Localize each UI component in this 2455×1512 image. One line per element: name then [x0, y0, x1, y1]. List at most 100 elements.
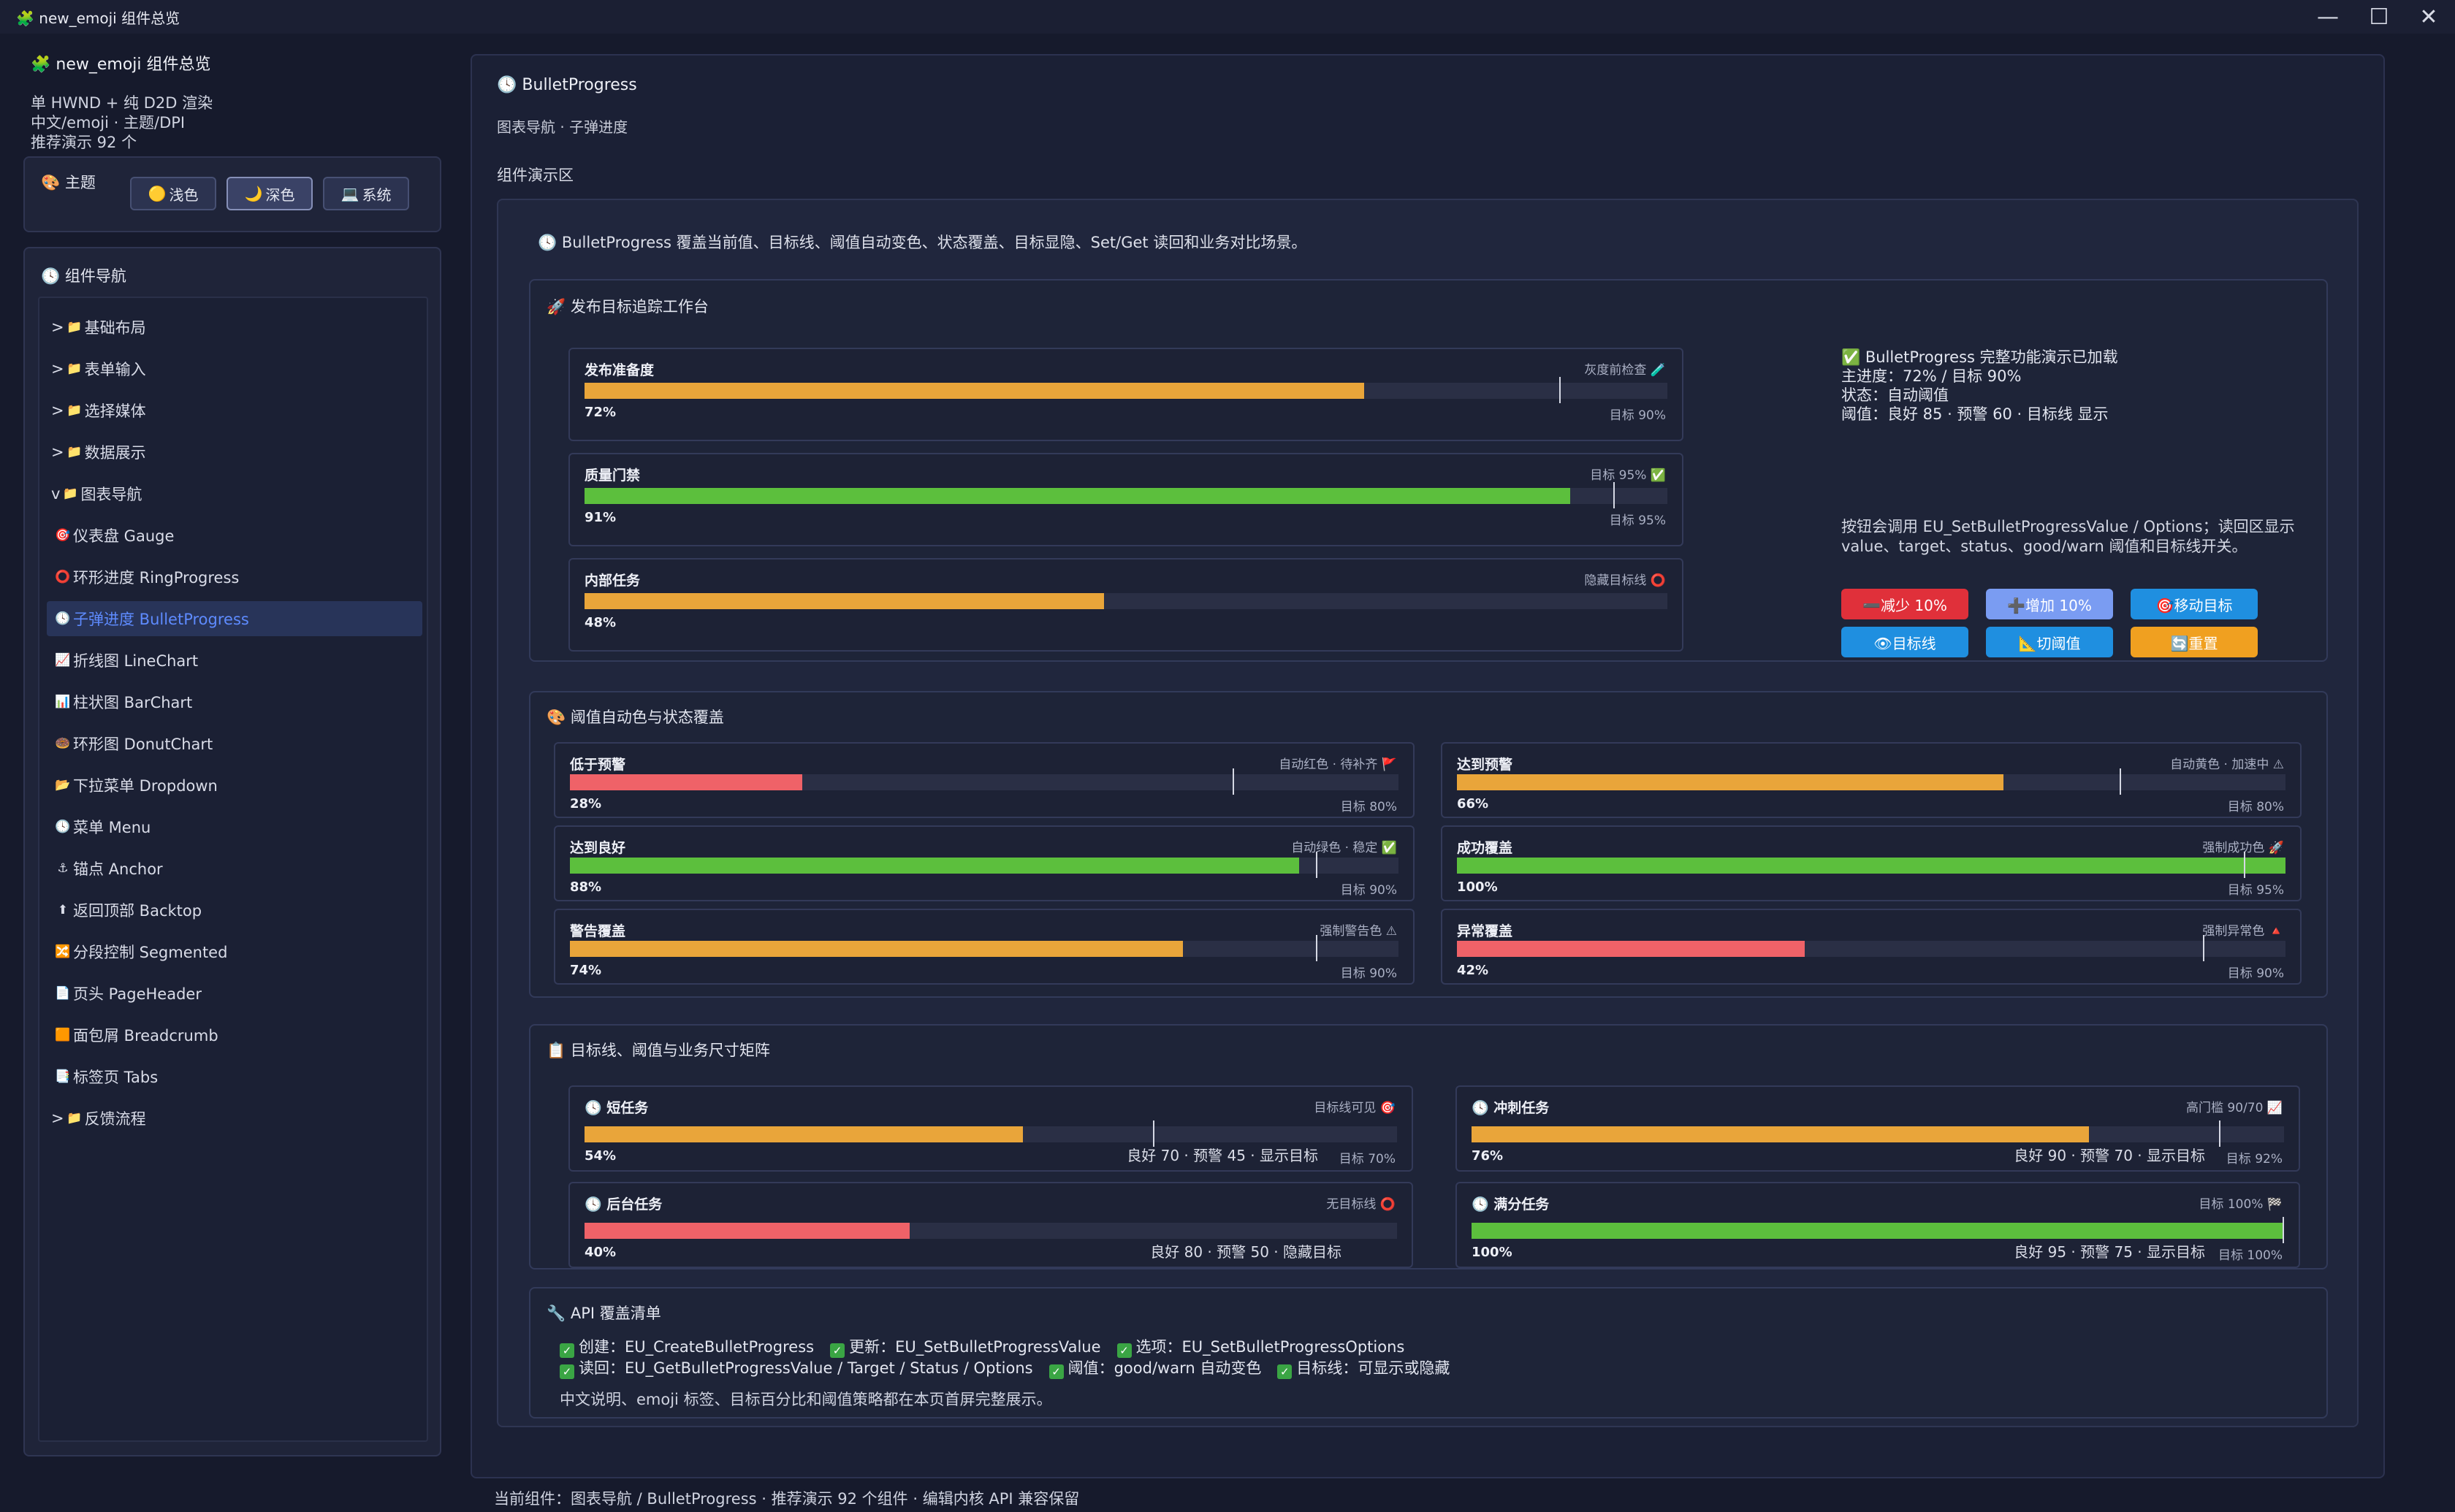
maximize-button[interactable]: ☐ [2356, 0, 2402, 34]
bullet-track [1457, 852, 2285, 878]
api-check-label: 阈值：good/warn 自动变色 [1067, 1359, 1262, 1377]
bullet-percent: 42% [1457, 963, 1489, 978]
sidebar-item-label: 返回顶部 Backtop [73, 902, 202, 920]
nav-expander[interactable]: > [51, 318, 64, 336]
bullet-target-label: 目标 100% [2218, 1248, 2283, 1263]
sidebar-item-13[interactable]: ⚓ 锚点 Anchor [47, 851, 422, 886]
window-titlebar: 🧩 new_emoji 组件总览 — ☐ ✕ [0, 0, 2455, 34]
decrease-button[interactable]: ➖减少 10% [1841, 589, 1968, 619]
bullet-fill [585, 1126, 1024, 1142]
component-icon: 📄 [55, 986, 71, 1001]
page-title: 🕓 BulletProgress [497, 76, 637, 94]
bullet-status: 无目标线 ⭕ [1326, 1197, 1396, 1212]
sidebar-item-17[interactable]: 🟧 面包屑 Breadcrumb [47, 1017, 422, 1053]
nav-expander[interactable]: > [51, 443, 64, 461]
sidebar-item-label: 子弹进度 BulletProgress [73, 611, 249, 628]
increase-button[interactable]: ➕增加 10% [1986, 589, 2113, 619]
bullet-target-label: 目标 92% [2226, 1152, 2283, 1167]
theme-dark-button[interactable]: 🌙 深色 [227, 177, 313, 210]
sidebar-item-8[interactable]: 📈 折线图 LineChart [47, 643, 422, 678]
minimize-button[interactable]: — [2304, 0, 2351, 34]
bullet-name: 发布准备度 [585, 362, 655, 378]
bullet-name: 🕓 短任务 [585, 1100, 649, 1116]
puzzle-icon: 🧩 [16, 9, 34, 27]
bullet-track [1457, 768, 2285, 795]
bullet-progress: 达到良好 自动绿色 · 稳定 ✅ 88% 目标 90% [554, 825, 1415, 901]
reset-button[interactable]: 🔄重置 [2131, 627, 2258, 657]
bullet-progress: 达到预警 自动黄色 · 加速中 ⚠ 66% 目标 80% [1441, 742, 2302, 818]
minimize-icon: — [2317, 4, 2339, 30]
bullet-track [570, 935, 1398, 961]
sidebar-desc-3: 推荐演示 92 个 [31, 134, 137, 151]
bullet-percent: 48% [585, 615, 617, 630]
toggle-target-button[interactable]: 👁目标线 [1841, 627, 1968, 657]
rocket-icon: 🚀 [547, 298, 566, 316]
sidebar-item-14[interactable]: ⬆ 返回顶部 Backtop [47, 893, 422, 928]
api-check-item: ✓ 阈值：good/warn 自动变色 [1048, 1359, 1262, 1379]
bullet-name: 质量门禁 [585, 467, 641, 484]
bullet-status: 目标线可见 🎯 [1314, 1101, 1396, 1115]
nav-expander[interactable]: > [51, 402, 64, 419]
sidebar-item-0[interactable]: > 📁 基础布局 [47, 310, 422, 345]
toggle-threshold-button[interactable]: 📐切阈值 [1986, 627, 2113, 657]
maximize-icon: ☐ [2369, 4, 2389, 30]
theme-system-button[interactable]: 💻 系统 [323, 177, 409, 210]
component-icon: 📈 [55, 653, 71, 668]
bullet-target-label: 目标 90% [1340, 966, 1397, 981]
check-icon: ✓ [830, 1343, 845, 1358]
sidebar-item-label: 表单输入 [84, 361, 146, 378]
sidebar-item-5[interactable]: 🎯 仪表盘 Gauge [47, 518, 422, 553]
sidebar-item-7[interactable]: 🕓 子弹进度 BulletProgress [47, 601, 422, 636]
sidebar-item-label: 下拉菜单 Dropdown [73, 777, 218, 795]
sidebar-item-12[interactable]: 🕓 菜单 Menu [47, 809, 422, 844]
api-check-label: 更新：EU_SetBulletProgressValue [849, 1338, 1101, 1356]
bullet-track [1472, 1217, 2284, 1243]
bullet-percent: 100% [1472, 1245, 1512, 1260]
sidebar-item-1[interactable]: > 📁 表单输入 [47, 351, 422, 386]
sidebar-item-18[interactable]: 📑 标签页 Tabs [47, 1059, 422, 1094]
bullet-percent: 74% [570, 963, 602, 978]
target-marker [1315, 935, 1317, 961]
folder-icon: 📁 [66, 320, 83, 335]
component-icon: ⭕ [55, 570, 71, 584]
bullet-track [1457, 935, 2285, 961]
bullet-percent: 91% [585, 510, 617, 525]
sidebar-item-6[interactable]: ⭕ 环形进度 RingProgress [47, 560, 422, 595]
sidebar-item-11[interactable]: 📂 下拉菜单 Dropdown [47, 768, 422, 803]
theme-panel: 🎨 主题 🟡 浅色 🌙 深色 💻 系统 [23, 156, 441, 232]
close-button[interactable]: ✕ [2405, 0, 2452, 34]
bullet-status: 目标 100% 🏁 [2199, 1197, 2283, 1212]
sidebar-item-4[interactable]: v 📁 图表导航 [47, 476, 422, 511]
bullet-progress: 警告覆盖 强制警告色 ⚠ 74% 目标 90% [554, 909, 1415, 985]
bullet-fill [1472, 1223, 2284, 1239]
sidebar-item-label: 页头 PageHeader [73, 985, 202, 1003]
move-target-button[interactable]: 🎯移动目标 [2131, 589, 2258, 619]
bullet-progress: 🕓 满分任务 目标 100% 🏁 100% 目标 100% 良好 95 · 预警 75 … [1455, 1182, 2300, 1268]
bullet-name: 内部任务 [585, 573, 641, 589]
theme-light-button[interactable]: 🟡 浅色 [130, 177, 216, 210]
sidebar-item-15[interactable]: 🔀 分段控制 Segmented [47, 934, 422, 969]
sun-icon: 🟡 [148, 185, 167, 202]
bullet-track [570, 768, 1398, 795]
sidebar-item-10[interactable]: 🍩 环形图 DonutChart [47, 726, 422, 761]
sidebar-item-3[interactable]: > 📁 数据展示 [47, 435, 422, 470]
status-bar: 当前组件：图表导航 / BulletProgress · 推荐演示 92 个组件… [494, 1490, 1080, 1508]
section-api [529, 1287, 2328, 1419]
nav-expander[interactable]: > [51, 360, 64, 378]
bullet-fill [585, 593, 1105, 609]
sidebar-item-label: 柱状图 BarChart [73, 694, 193, 711]
api-checklist: ✓ 创建：EU_CreateBulletProgress ✓ 更新：EU_SetBul… [560, 1337, 1466, 1379]
bullet-target-label: 目标 80% [2227, 800, 2284, 814]
bullet-name: 异常覆盖 [1457, 923, 1513, 939]
target-marker [1613, 482, 1615, 508]
api-check-label: 读回：EU_GetBulletProgressValue / Target / … [579, 1359, 1033, 1377]
bullet-status: 高门槛 90/70 📈 [2186, 1101, 2283, 1115]
check-icon: ✓ [1048, 1364, 1064, 1379]
nav-expander[interactable]: > [51, 1110, 64, 1127]
sidebar-item-16[interactable]: 📄 页头 PageHeader [47, 976, 422, 1011]
bullet-percent: 76% [1472, 1148, 1504, 1164]
nav-expander[interactable]: v [51, 485, 61, 503]
sidebar-item-19[interactable]: > 📁 反馈流程 [47, 1101, 422, 1136]
sidebar-item-9[interactable]: 📊 柱状图 BarChart [47, 684, 422, 719]
sidebar-item-2[interactable]: > 📁 选择媒体 [47, 393, 422, 428]
